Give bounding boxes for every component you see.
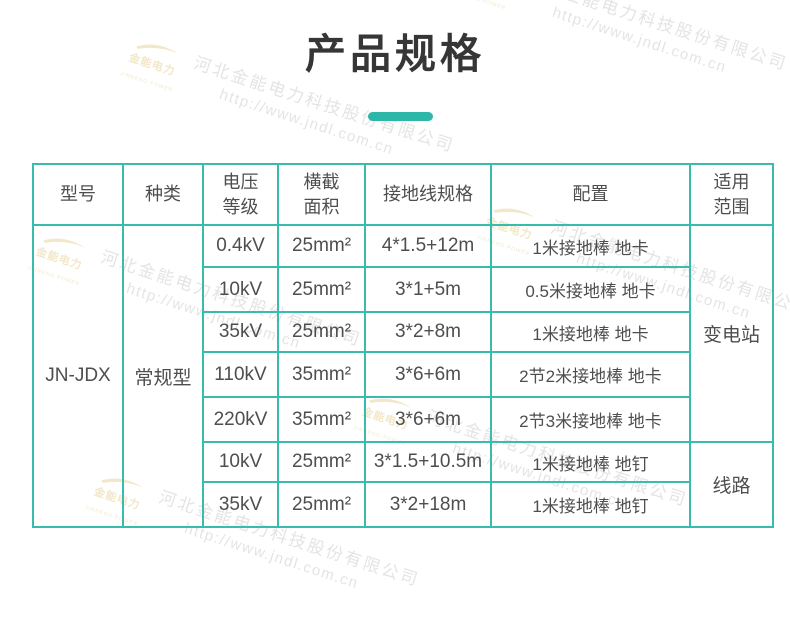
table-row: JN-JDX 常规型 0.4kV 25mm² 4*1.5+12m 1米接地棒 地… [32,224,774,528]
col-header-category: 种类 [122,163,204,226]
table-row: 10kV 25mm² 3*1+5m 0.5米接地棒 地卡 [33,266,773,313]
col-header-voltage-level: 电压 等级 [202,163,279,226]
voltage-cell: 35kV [202,481,279,528]
wire-spec-cell: 3*1.5+10.5m [364,441,492,483]
product-spec-table: 型号 种类 电压 等级 横截 面积 接地线规格 配置 适用 范围 JN-JDX … [32,163,774,528]
scope-cell-line: 线路 [689,441,774,528]
table-header-row: 型号 种类 电压 等级 横截 面积 接地线规格 配置 适用 范围 [32,163,774,226]
category-cell: 常规型 [122,224,204,528]
watermark-url-text: http://www.jndl.com.cn [217,85,396,159]
table-row: 35kV 25mm² 3*2+18m 1米接地棒 地钉 [33,481,773,528]
table-row: 220kV 35mm² 3*6+6m 2节3米接地棒 地卡 [33,396,773,443]
cross-section-cell: 35mm² [277,351,366,398]
table-row: 10kV 25mm² 3*1.5+10.5m 1米接地棒 地钉 线路 [33,441,774,528]
configuration-cell: 2节2米接地棒 地卡 [490,351,691,398]
page: { "page": { "title": "产品规格" }, "colors":… [26,0,790,593]
col-header-cross-section: 横截 面积 [277,163,366,226]
table-row: 35kV 25mm² 3*2+8m 1米接地棒 地卡 [33,311,773,353]
configuration-cell: 1米接地棒 地卡 [490,311,691,353]
scope-cell-substation: 变电站 [689,224,774,443]
cross-section-cell: 25mm² [277,481,366,528]
voltage-cell: 110kV [202,351,279,398]
wire-spec-cell: 3*2+8m [364,311,492,353]
cross-section-cell: 25mm² [277,441,366,483]
wire-spec-cell: 3*6+6m [364,351,492,398]
cross-section-cell: 25mm² [277,266,366,313]
voltage-cell: 220kV [202,396,279,443]
wire-spec-cell: 3*6+6m [364,396,492,443]
voltage-cell: 10kV [202,266,279,313]
col-header-model: 型号 [32,163,124,226]
voltage-cell: 0.4kV [202,224,279,268]
page-title: 产品规格 [305,31,485,77]
model-cell: JN-JDX [32,224,124,528]
wire-spec-cell: 3*2+18m [364,481,492,528]
col-header-scope: 适用 范围 [689,163,774,226]
configuration-cell: 2节3米接地棒 地卡 [490,396,691,443]
cross-section-cell: 25mm² [277,224,366,268]
wire-spec-cell: 3*1+5m [364,266,492,313]
title-underline-decoration [368,112,433,121]
configuration-cell: 1米接地棒 地卡 [490,224,691,268]
table-row: 110kV 35mm² 3*6+6m 2节2米接地棒 地卡 [33,351,773,398]
configuration-cell: 1米接地棒 地钉 [490,441,691,483]
col-header-configuration: 配置 [490,163,691,226]
cross-section-cell: 35mm² [277,396,366,443]
col-header-ground-wire-spec: 接地线规格 [364,163,492,226]
voltage-cell: 35kV [202,311,279,353]
company-logo-icon: 金能电力 JINNENG POWER [452,0,507,12]
configuration-cell: 1米接地棒 地钉 [490,481,691,528]
cross-section-cell: 25mm² [277,311,366,353]
wire-spec-cell: 4*1.5+12m [364,224,492,268]
configuration-cell: 0.5米接地棒 地卡 [490,266,691,313]
voltage-cell: 10kV [202,441,279,483]
